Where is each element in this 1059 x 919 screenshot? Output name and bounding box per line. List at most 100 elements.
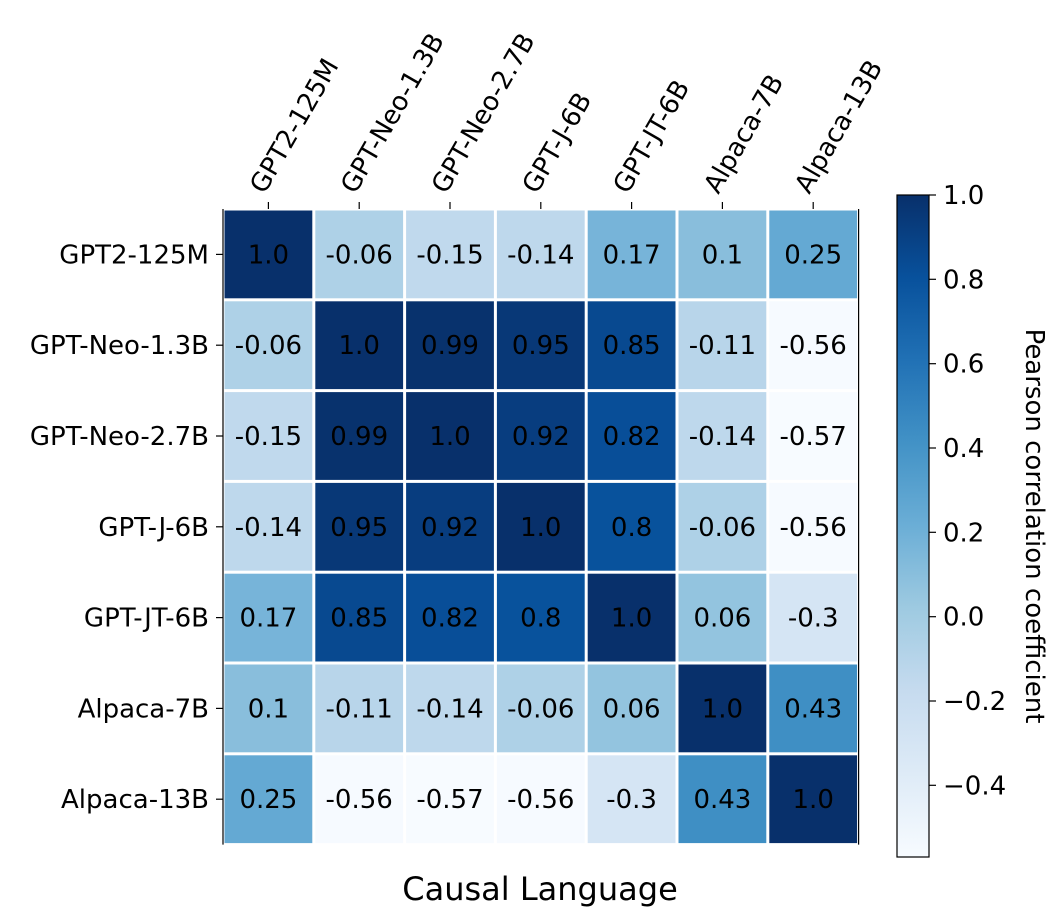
y-tick-label: GPT-JT-6B bbox=[84, 604, 209, 634]
heatmap-cell bbox=[587, 392, 676, 480]
colorbar-tick-label: 0.2 bbox=[943, 518, 984, 548]
colorbar-tick-label: −0.4 bbox=[943, 771, 1006, 801]
cell-value-label: 0.99 bbox=[421, 331, 479, 361]
y-tick-label: GPT2-125M bbox=[59, 240, 209, 270]
heatmap-cell bbox=[496, 392, 585, 480]
heatmap-cell bbox=[587, 573, 676, 662]
cell-value-label: 0.99 bbox=[330, 422, 388, 452]
heatmap-cell bbox=[224, 301, 313, 390]
colorbar-ticks: 1.0 0.8 0.6 0.4 0.2 0.0 −0.2 −0.4 bbox=[929, 181, 1006, 801]
cell-value-label: 1.0 bbox=[793, 785, 834, 815]
colorbar-tick-label: 0.6 bbox=[943, 350, 984, 380]
x-tick-label: Alpaca-7B bbox=[698, 70, 790, 199]
cell-value-label: 0.17 bbox=[603, 240, 661, 270]
cell-value-label: -0.56 bbox=[326, 785, 393, 815]
y-tick-label: GPT-Neo-1.3B bbox=[30, 331, 209, 361]
heatmap-cell bbox=[678, 210, 767, 299]
heatmap-cell bbox=[678, 664, 767, 753]
y-tick-label: GPT-Neo-2.7B bbox=[30, 422, 209, 452]
cell-value-label: -0.14 bbox=[507, 240, 574, 270]
heatmap-cell bbox=[587, 664, 676, 753]
cell-value-label: -0.56 bbox=[780, 513, 847, 543]
cell-value-label: -0.06 bbox=[235, 331, 302, 361]
colorbar-label: Pearson correlation coefficient bbox=[1019, 329, 1049, 724]
heatmap-cell bbox=[406, 664, 494, 753]
cell-value-label: -0.3 bbox=[606, 785, 657, 815]
colorbar-tick-label: 0.4 bbox=[943, 434, 984, 464]
heatmap-cell bbox=[224, 755, 313, 844]
heatmap-cells bbox=[222, 209, 860, 845]
heatmap-cell bbox=[315, 482, 404, 571]
colorbar-tick-label: 0.0 bbox=[943, 603, 984, 633]
heatmap-cell bbox=[496, 573, 585, 662]
heatmap-cell bbox=[496, 301, 585, 390]
cell-value-label: 0.25 bbox=[784, 240, 842, 270]
cell-value-label: 0.17 bbox=[239, 604, 297, 634]
heatmap-cell bbox=[406, 301, 494, 390]
heatmap-cell bbox=[769, 301, 858, 390]
cell-value-label: 0.8 bbox=[611, 513, 652, 543]
heatmap-cell bbox=[769, 210, 858, 299]
heatmap-cell bbox=[769, 392, 858, 480]
cell-value-label: 0.1 bbox=[248, 694, 289, 724]
heatmap-cell bbox=[587, 482, 676, 571]
x-tick-label: GPT-JT-6B bbox=[608, 75, 697, 198]
cell-value-label: 0.82 bbox=[603, 422, 661, 452]
heatmap-cell bbox=[224, 482, 313, 571]
cell-value-label: 1.0 bbox=[611, 604, 652, 634]
cell-value-label: -0.11 bbox=[689, 331, 756, 361]
heatmap-cell bbox=[315, 573, 404, 662]
heatmap-cell bbox=[406, 755, 494, 844]
y-tick-label: Alpaca-7B bbox=[78, 694, 209, 724]
cell-value-label: -0.56 bbox=[507, 785, 574, 815]
cell-value-label: 0.1 bbox=[702, 240, 743, 270]
colorbar-tick-label: 0.8 bbox=[943, 265, 984, 295]
heatmap-cell bbox=[587, 755, 676, 844]
heatmap-cell bbox=[224, 664, 313, 753]
colorbar-gradient bbox=[896, 194, 930, 858]
cell-value-label: -0.14 bbox=[235, 513, 302, 543]
heatmap-cell bbox=[769, 664, 858, 753]
cell-value-label: -0.06 bbox=[507, 694, 574, 724]
cell-value-label: 0.92 bbox=[421, 513, 479, 543]
cell-value-label: 0.06 bbox=[693, 604, 751, 634]
heatmap-cell-labels: 1.0 -0.06 -0.15 -0.14 0.17 0.1 0.25 -0.06 1.0 0.9… bbox=[235, 240, 847, 815]
colorbar-tick-label: −0.2 bbox=[943, 687, 1006, 717]
heatmap-cell bbox=[678, 573, 767, 662]
heatmap-cell bbox=[496, 755, 585, 844]
cell-value-label: 0.95 bbox=[512, 331, 570, 361]
cell-value-label: 0.25 bbox=[239, 785, 297, 815]
heatmap-cell bbox=[496, 482, 585, 571]
x-tick-label: GPT-J-6B bbox=[517, 88, 598, 199]
cell-value-label: 0.95 bbox=[330, 513, 388, 543]
heatmap-cell bbox=[496, 210, 585, 299]
cell-value-label: 0.43 bbox=[693, 785, 751, 815]
cell-value-label: -0.14 bbox=[416, 694, 483, 724]
heatmap-cell bbox=[315, 392, 404, 480]
cell-value-label: 1.0 bbox=[339, 331, 380, 361]
y-axis-ticks: GPT2-125M GPT-Neo-1.3B GPT-Neo-2.7B GPT-J-6… bbox=[30, 240, 223, 815]
cell-value-label: 0.82 bbox=[421, 604, 479, 634]
cell-value-label: 1.0 bbox=[520, 513, 561, 543]
heatmap-cell bbox=[224, 210, 313, 299]
heatmap-cell bbox=[769, 482, 858, 571]
heatmap-cell bbox=[678, 755, 767, 844]
cell-value-label: 0.06 bbox=[603, 694, 661, 724]
cell-value-label: -0.57 bbox=[780, 422, 847, 452]
cell-value-label: -0.57 bbox=[416, 785, 483, 815]
cell-value-label: 0.43 bbox=[784, 694, 842, 724]
heatmap-cell bbox=[406, 482, 494, 571]
cell-value-label: 1.0 bbox=[702, 694, 743, 724]
cell-value-label: 0.85 bbox=[330, 604, 388, 634]
x-tick-label: GPT2-125M bbox=[244, 54, 345, 199]
x-axis-label: Causal Language bbox=[402, 870, 678, 908]
y-tick-label: Alpaca-13B bbox=[61, 785, 209, 815]
cell-value-label: -0.15 bbox=[416, 240, 483, 270]
x-axis-ticks: GPT2-125MGPT-Neo-1.3BGPT-Neo-2.7BGPT-J-6… bbox=[244, 28, 889, 209]
heatmap-cell bbox=[678, 482, 767, 571]
heatmap-cell bbox=[315, 301, 404, 390]
cell-value-label: -0.11 bbox=[326, 694, 393, 724]
heatmap-cell bbox=[315, 755, 404, 844]
heatmap-cell bbox=[315, 664, 404, 753]
